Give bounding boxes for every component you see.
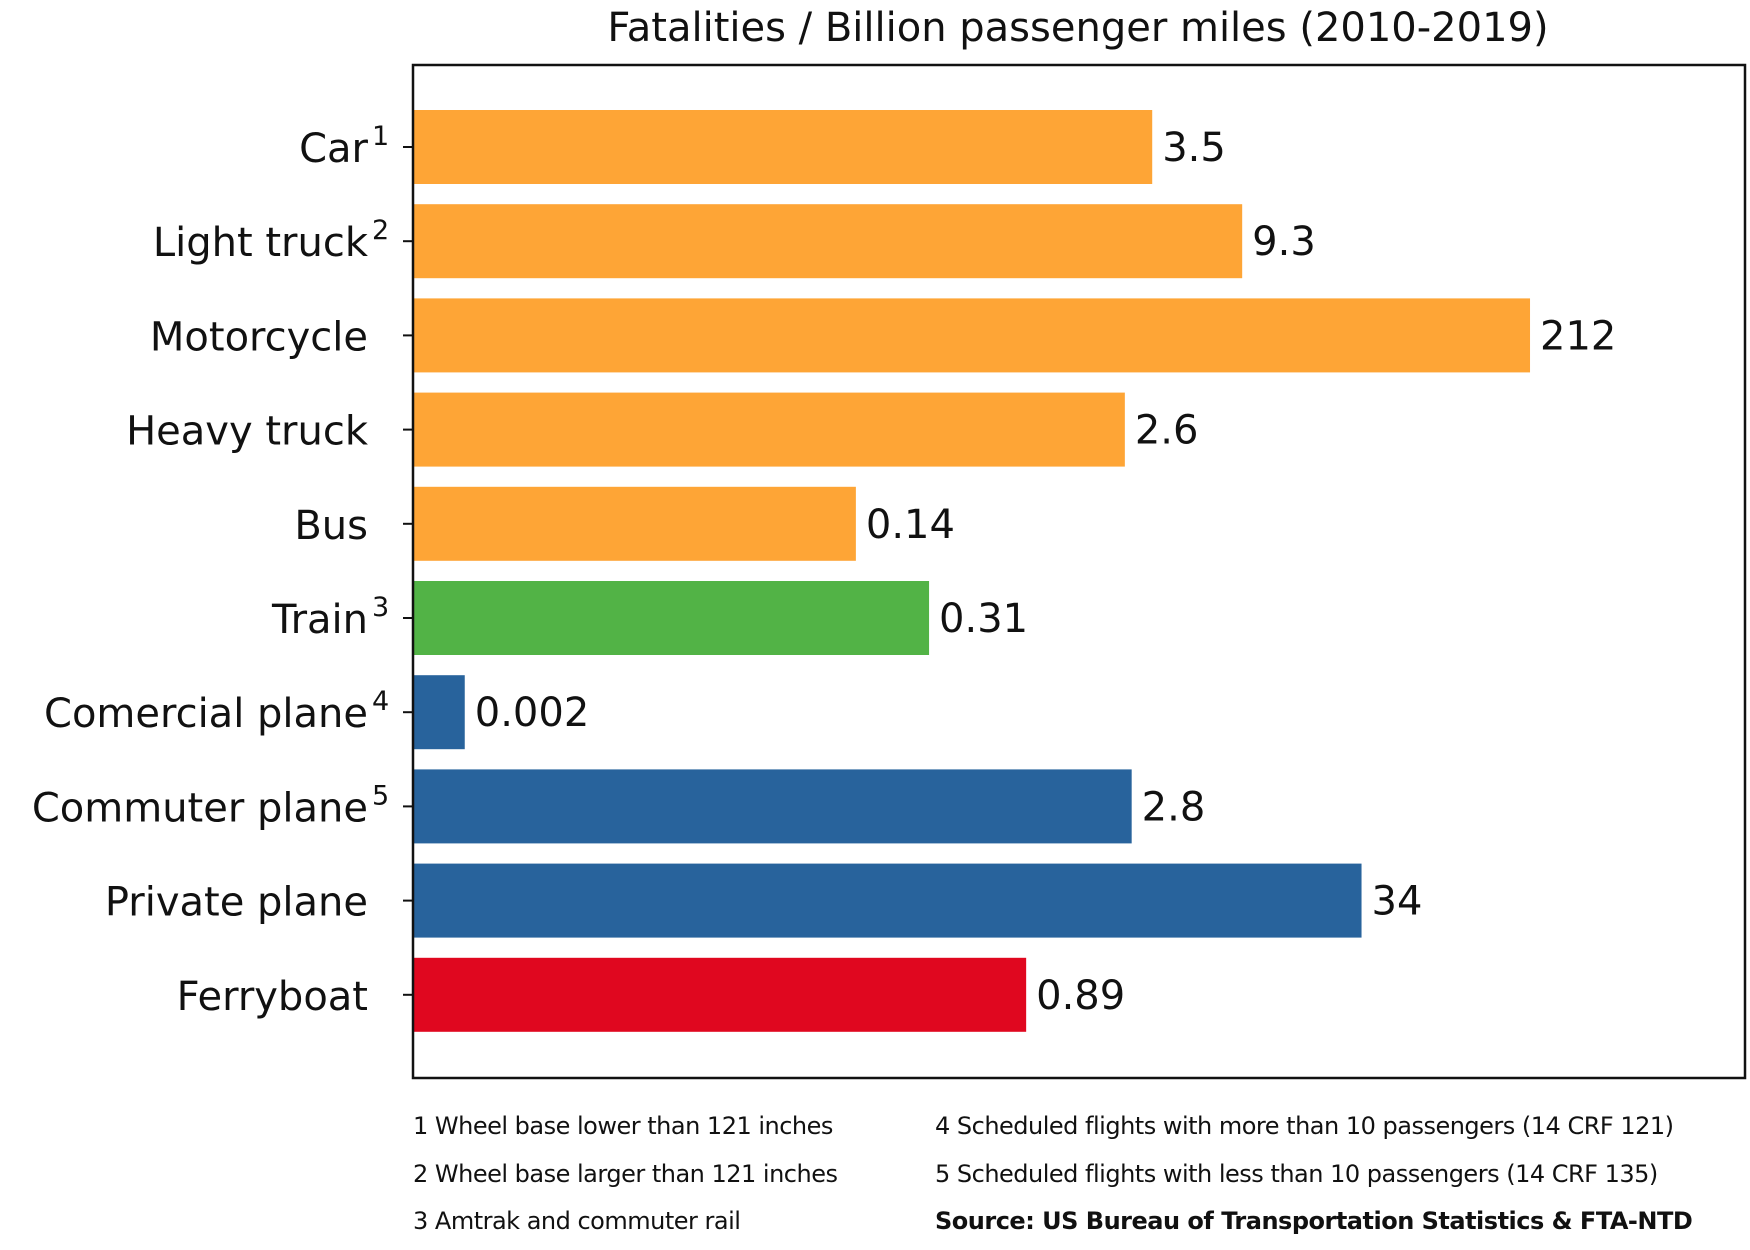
- footnote-3: 3 Amtrak and commuter rail: [413, 1207, 741, 1235]
- bar-car: [413, 110, 1153, 184]
- category-label: Car: [299, 126, 368, 172]
- footnote-2: 2 Wheel base larger than 121 inches: [413, 1160, 838, 1188]
- footnote-marker: 5: [372, 780, 389, 811]
- value-label: 0.14: [866, 502, 955, 548]
- footnote-5: 5 Scheduled flights with less than 10 pa…: [935, 1160, 1658, 1188]
- bar-comercial-plane: [413, 675, 465, 750]
- value-label: 34: [1372, 879, 1423, 925]
- bar-commuter-plane: [413, 769, 1132, 844]
- bar-private-plane: [413, 863, 1362, 938]
- footnote-marker: 1: [372, 121, 389, 152]
- value-label: 212: [1540, 313, 1616, 359]
- category-label: Train: [271, 597, 368, 643]
- value-label: 0.002: [475, 690, 590, 736]
- category-label: Ferryboat: [177, 974, 368, 1020]
- category-label: Comercial plane: [44, 691, 368, 737]
- category-label: Motorcycle: [150, 314, 368, 360]
- bar-heavy-truck: [413, 392, 1125, 467]
- category-label: Private plane: [105, 880, 368, 926]
- category-label: Light truck: [153, 220, 369, 266]
- plot-frame: [411, 63, 1747, 1080]
- value-label: 2.6: [1135, 408, 1199, 454]
- category-label: Bus: [294, 503, 368, 549]
- bar-ferryboat: [413, 957, 1027, 1032]
- chart-title: Fatalities / Billion passenger miles (20…: [607, 5, 1548, 51]
- bar-light-truck: [413, 204, 1243, 279]
- bar-motorcycle: [413, 298, 1531, 373]
- source-note: Source: US Bureau of Transportation Stat…: [935, 1207, 1693, 1235]
- value-label: 0.31: [939, 596, 1028, 642]
- footnote-1: 1 Wheel base lower than 121 inches: [413, 1112, 833, 1140]
- footnote-marker: 2: [372, 215, 389, 246]
- bar-bus: [413, 486, 856, 561]
- category-label: Heavy truck: [126, 409, 369, 455]
- category-label: Commuter plane: [32, 785, 368, 831]
- bar-train: [413, 581, 930, 655]
- footnote-marker: 3: [372, 592, 389, 623]
- footnote-marker: 4: [372, 686, 389, 717]
- footnote-4: 4 Scheduled flights with more than 10 pa…: [935, 1112, 1674, 1140]
- value-label: 0.89: [1036, 973, 1125, 1019]
- value-label: 2.8: [1142, 784, 1206, 830]
- value-label: 9.3: [1252, 219, 1316, 265]
- source-text: Source: US Bureau of Transportation Stat…: [935, 1207, 1693, 1235]
- value-label: 3.5: [1162, 125, 1226, 171]
